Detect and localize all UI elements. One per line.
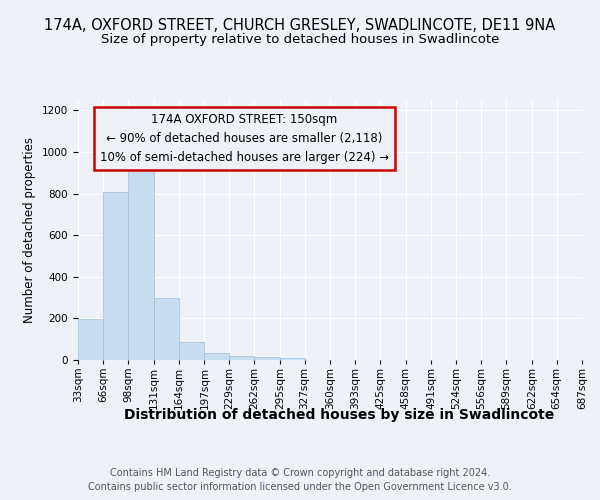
Y-axis label: Number of detached properties: Number of detached properties [23, 137, 37, 323]
Bar [103, 192, 128, 360]
Bar [78, 320, 103, 360]
Bar [280, 358, 305, 360]
Bar [179, 342, 205, 360]
Text: Contains HM Land Registry data © Crown copyright and database right 2024.
Contai: Contains HM Land Registry data © Crown c… [88, 468, 512, 492]
Bar [154, 298, 179, 360]
Bar [128, 166, 154, 360]
Text: Size of property relative to detached houses in Swadlincote: Size of property relative to detached ho… [101, 32, 499, 46]
Bar [229, 356, 254, 360]
Text: 174A OXFORD STREET: 150sqm
← 90% of detached houses are smaller (2,118)
10% of s: 174A OXFORD STREET: 150sqm ← 90% of deta… [100, 113, 389, 164]
Text: 174A, OXFORD STREET, CHURCH GRESLEY, SWADLINCOTE, DE11 9NA: 174A, OXFORD STREET, CHURCH GRESLEY, SWA… [44, 18, 556, 32]
Text: Distribution of detached houses by size in Swadlincote: Distribution of detached houses by size … [124, 408, 554, 422]
Bar [205, 352, 229, 360]
Bar [254, 357, 280, 360]
